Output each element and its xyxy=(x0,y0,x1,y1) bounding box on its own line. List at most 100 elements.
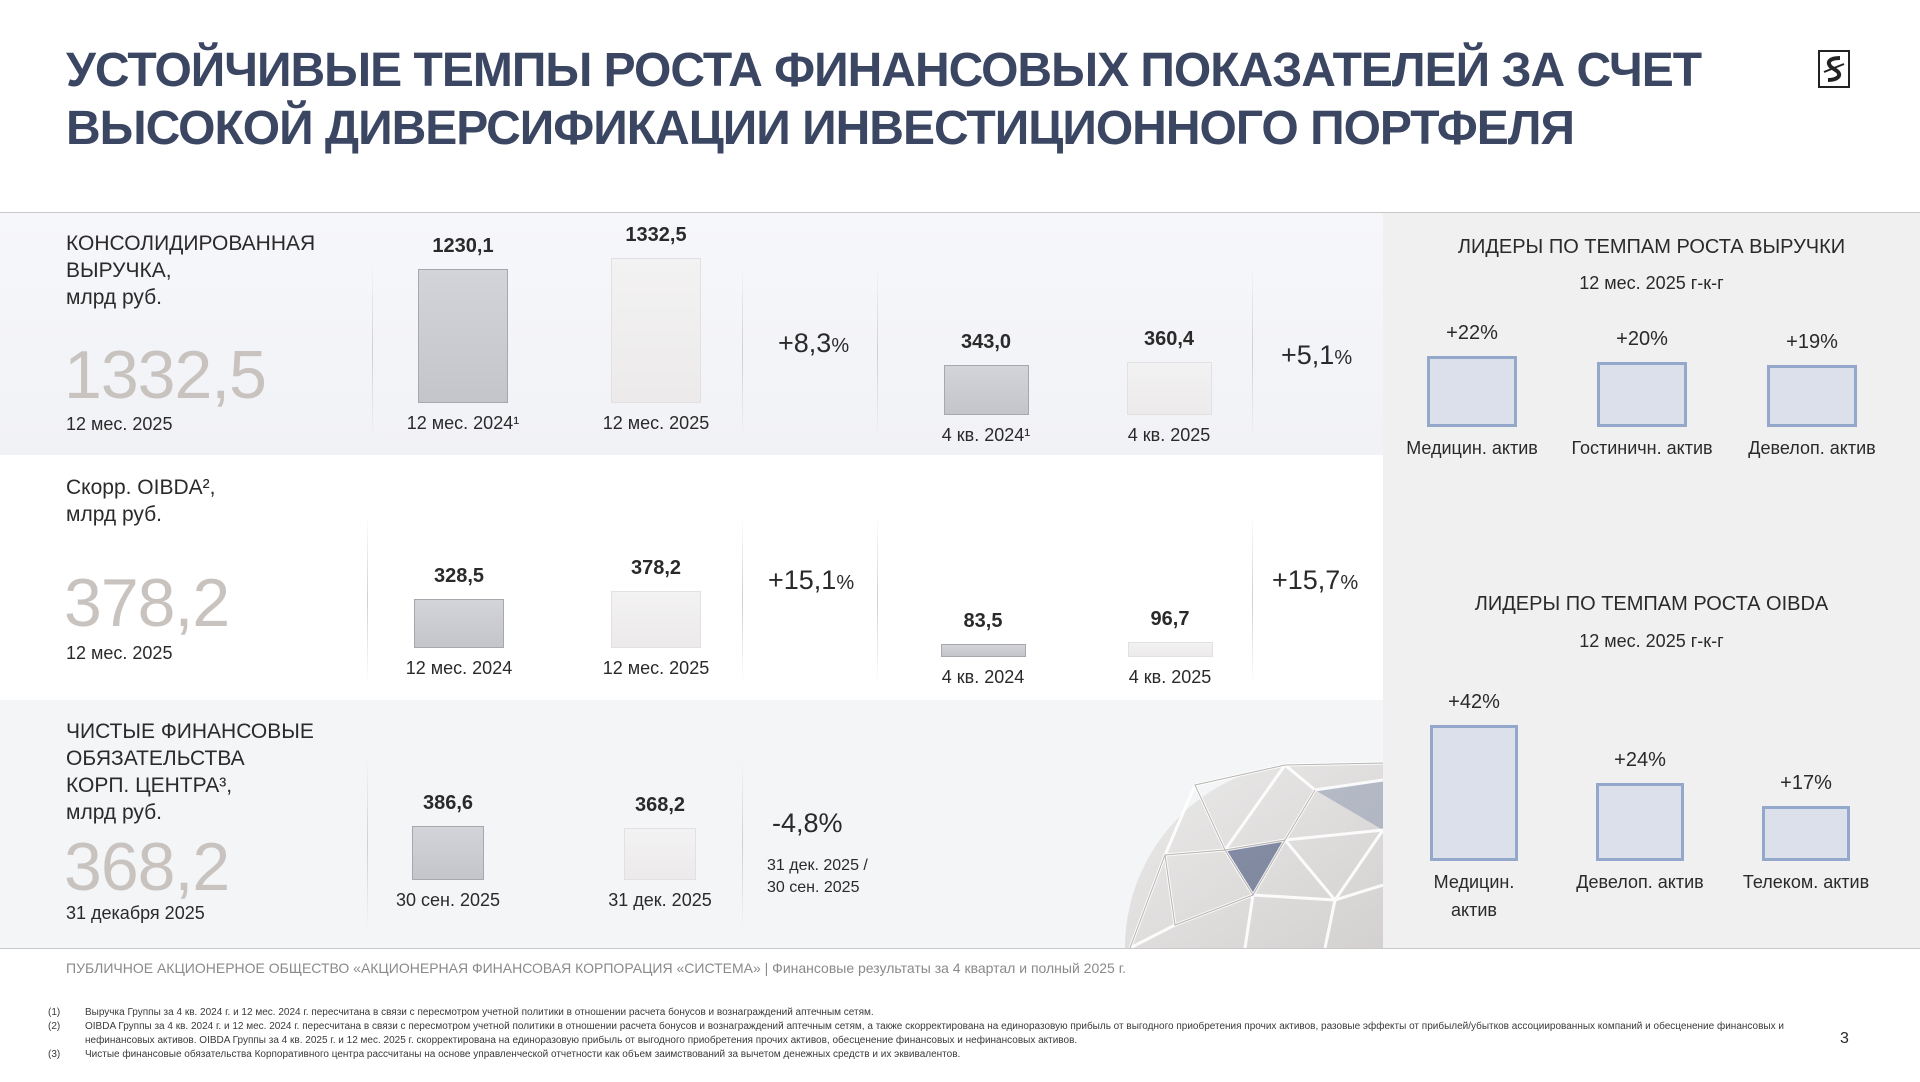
bar-category-label: 4 кв. 2024¹ xyxy=(941,425,1031,445)
revenue-label-line: ВЫРУЧКА, xyxy=(66,259,172,282)
chart-bar xyxy=(1767,365,1857,427)
column-separator xyxy=(742,515,743,685)
net-debt-label-line: ОБЯЗАТЕЛЬСТВА xyxy=(66,747,245,770)
net-debt-big-value: 368,2 xyxy=(64,829,230,905)
chart-bar xyxy=(1427,355,1517,427)
oibda-row xyxy=(0,455,1383,700)
revenue-q4-change: +5,1% xyxy=(1281,340,1352,371)
bar-category-label: Телеком. актив xyxy=(1742,872,1870,892)
revenue-12m-change: +8,3% xyxy=(778,328,849,359)
net-debt-change-note: 31 дек. 2025 / 30 сен. 2025 xyxy=(767,855,868,899)
change-unit: % xyxy=(831,335,850,357)
column-separator xyxy=(742,265,743,440)
change-value: +15,7 xyxy=(1272,565,1341,595)
change-value: +5,1 xyxy=(1281,340,1335,370)
geodesic-dome-illustration xyxy=(1125,761,1383,948)
chart-bar xyxy=(1126,362,1212,415)
column-separator xyxy=(1252,515,1253,685)
footer-company: ПУБЛИЧНОЕ АКЦИОНЕРНОЕ ОБЩЕСТВО «АКЦИОНЕР… xyxy=(66,960,1127,976)
bar-value-label: 343,0 xyxy=(960,330,1012,353)
oibda-leaders-title: ЛИДЕРЫ ПО ТЕМПАМ РОСТА OIBDA xyxy=(1474,593,1829,615)
change-note-line: 31 дек. 2025 / xyxy=(767,857,868,874)
chart-bar xyxy=(943,364,1029,415)
bar-category-label: 12 мес. 2024 xyxy=(405,658,513,678)
revenue-label-line: млрд руб. xyxy=(66,286,163,309)
footnote-text: Выручка Группы за 4 кв. 2024 г. и 12 мес… xyxy=(85,1007,874,1018)
column-separator xyxy=(372,265,373,440)
change-value: +15,1 xyxy=(768,565,837,595)
footnote-number: (1) xyxy=(48,1007,61,1018)
bar-value-label: 1230,1 xyxy=(432,234,494,257)
chart-bar xyxy=(1127,642,1213,657)
chart-bar xyxy=(1762,805,1850,861)
oibda-label: Скорр. OIBDA², млрд руб. xyxy=(66,474,215,528)
bar-value-label: +42% xyxy=(1448,690,1500,713)
bar-value-label: +19% xyxy=(1786,331,1838,354)
oibda-label-line: Скорр. OIBDA², xyxy=(66,476,216,499)
column-separator xyxy=(1252,265,1253,440)
bar-category-label: Девелоп. актив xyxy=(1576,872,1704,892)
chart-bar xyxy=(611,257,701,403)
chart-bar xyxy=(1430,724,1518,861)
bar-category-label: 12 мес. 2025 xyxy=(602,658,710,678)
footnotes: (1) Выручка Группы за 4 кв. 2024 г. и 12 … xyxy=(48,1006,1848,1062)
net-debt-label-line: ЧИСТЫЕ ФИНАНСОВЫЕ xyxy=(66,720,314,743)
revenue-label-line: КОНСОЛИДИРОВАННАЯ xyxy=(66,232,316,255)
page-title-line-1: УСТОЙЧИВЫЕ ТЕМПЫ РОСТА ФИНАНСОВЫХ ПОКАЗА… xyxy=(66,44,1702,97)
column-separator xyxy=(367,760,368,930)
change-unit: % xyxy=(1334,347,1353,369)
bar-value-label: 360,4 xyxy=(1143,328,1195,351)
bar-value-label: 386,6 xyxy=(422,791,474,814)
bar-category-label: 4 кв. 2025 xyxy=(1127,425,1211,445)
bar-value-label: 96,7 xyxy=(1150,608,1190,631)
change-unit: % xyxy=(836,572,855,594)
chart-bar xyxy=(418,268,508,403)
sistema-logo-icon xyxy=(1818,50,1850,88)
oibda-label-line: млрд руб. xyxy=(66,503,163,526)
oibda-leaders-subtitle: 12 мес. 2025 г-к-г xyxy=(1579,631,1724,651)
bar-category-label: 12 мес. 2025 xyxy=(602,413,710,433)
bar-category-label: 4 кв. 2024 xyxy=(941,667,1025,687)
net-debt-big-period: 31 декабря 2025 xyxy=(66,903,205,923)
change-value: +8,3 xyxy=(778,328,832,358)
bar-category-label: 30 сен. 2025 xyxy=(395,890,501,910)
chart-bar xyxy=(940,644,1026,657)
footnote-text: Чистые финансовые обязательства Корпорат… xyxy=(85,1049,961,1060)
revenue-leaders-subtitle: 12 мес. 2025 г-к-г xyxy=(1579,273,1724,293)
footnote: (2) OIBDA Группы за 4 кв. 2024 г. и 12 ме… xyxy=(48,1020,1848,1048)
bar-category-label: 12 мес. 2024¹ xyxy=(406,413,520,433)
bar-value-label: 328,5 xyxy=(433,564,485,587)
bar-value-label: +24% xyxy=(1614,749,1666,771)
bar-category-label: 4 кв. 2025 xyxy=(1128,667,1212,687)
bar-value-label: 368,2 xyxy=(634,794,686,817)
page-title-line-2: ВЫСОКОЙ ДИВЕРСИФИКАЦИИ ИНВЕСТИЦИОННОГО П… xyxy=(66,102,1575,155)
page-title: УСТОЙЧИВЫЕ ТЕМПЫ РОСТА ФИНАНСОВЫХ ПОКАЗА… xyxy=(66,42,1706,158)
footnote: (3) Чистые финансовые обязательства Корпо… xyxy=(48,1048,1848,1062)
bottom-divider xyxy=(0,948,1920,949)
chart-bar xyxy=(624,828,696,880)
bar-category-label: Гостиничн. актив xyxy=(1571,438,1713,458)
net-debt-label: ЧИСТЫЕ ФИНАНСОВЫЕ ОБЯЗАТЕЛЬСТВА КОРП. ЦЕ… xyxy=(66,718,314,826)
bar-category-label: Медицин. актив xyxy=(1433,872,1515,920)
footnote-text: OIBDA Группы за 4 кв. 2024 г. и 12 мес. … xyxy=(85,1021,1784,1046)
column-separator xyxy=(742,760,743,930)
bar-category-label: Девелоп. актив xyxy=(1748,438,1876,458)
column-separator xyxy=(877,515,878,685)
net-debt-change: -4,8% xyxy=(772,808,843,838)
revenue-big-value: 1332,5 xyxy=(64,337,267,413)
footnote-number: (3) xyxy=(48,1049,61,1060)
net-debt-label-line: млрд руб. xyxy=(66,801,163,824)
bar-value-label: 83,5 xyxy=(963,610,1003,633)
change-note-line: 30 сен. 2025 xyxy=(767,879,860,896)
column-separator xyxy=(367,515,368,685)
bar-value-label: 378,2 xyxy=(630,557,682,580)
chart-bar xyxy=(1596,783,1684,861)
bar-value-label: +17% xyxy=(1780,771,1832,794)
revenue-big-period: 12 мес. 2025 xyxy=(66,414,173,434)
page-number: 3 xyxy=(1840,1030,1849,1047)
chart-bar xyxy=(611,591,701,648)
bar-category-label: Медицин. актив xyxy=(1406,438,1538,458)
revenue-label: КОНСОЛИДИРОВАННАЯ ВЫРУЧКА, млрд руб. xyxy=(66,230,315,311)
revenue-leaders-title: ЛИДЕРЫ ПО ТЕМПАМ РОСТА ВЫРУЧКИ xyxy=(1457,236,1846,258)
oibda-q4-change: +15,7% xyxy=(1272,565,1358,596)
